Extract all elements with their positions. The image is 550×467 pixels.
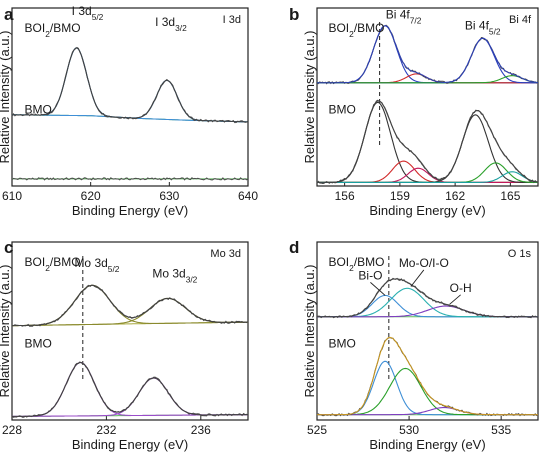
peak-label: Bi 4f5/2 xyxy=(465,18,501,36)
x-tick-label: 535 xyxy=(491,423,511,437)
fit-envelope xyxy=(317,336,538,416)
component-peak xyxy=(317,367,538,416)
spectrum-label: BOI2/BMO xyxy=(25,255,81,273)
peak-label: I 3d5/2 xyxy=(72,4,104,22)
spectrum-label: BMO xyxy=(25,337,52,351)
component-peak xyxy=(317,287,538,318)
x-tick-label: 236 xyxy=(191,423,211,437)
x-axis-label: Binding Energy (eV) xyxy=(72,437,188,452)
component-peak xyxy=(12,377,248,417)
peak-label: I 3d3/2 xyxy=(155,15,187,33)
fit-envelope xyxy=(317,25,539,84)
spectrum-label: BMO xyxy=(328,103,355,117)
plot-frame xyxy=(316,7,539,187)
peak-label: O-H xyxy=(450,281,472,295)
spectrum-label: BOI2/BMO xyxy=(25,21,81,39)
fit-envelope xyxy=(11,284,248,327)
x-tick-label: 162 xyxy=(445,189,465,203)
component-peak xyxy=(317,294,538,318)
spectrum-1: BMO xyxy=(316,336,539,417)
panel-d: d O 1s 525 530 535 Binding Energy (eV) Relativ… xyxy=(289,238,539,452)
panel-letter: d xyxy=(289,238,299,257)
plot-frame xyxy=(11,7,249,187)
peak-arrow xyxy=(410,269,425,287)
panel-letter: c xyxy=(4,238,13,257)
fit-envelope xyxy=(12,362,248,417)
spectrum-1: BMO xyxy=(11,103,249,181)
x-tick-label: 640 xyxy=(238,189,258,203)
x-tick-label: 159 xyxy=(390,189,410,203)
raw-data-curve xyxy=(11,177,249,181)
x-axis-label: Binding Energy (eV) xyxy=(72,203,188,218)
peak-label: Bi-O xyxy=(358,268,382,282)
spectrum-label: BOI2/BMO xyxy=(328,255,384,273)
element-label: Bi 4f xyxy=(509,14,532,26)
y-axis-label: Relative Intensity (a.u.) xyxy=(0,31,12,164)
y-axis-label: Relative Intensity (a.u.) xyxy=(302,31,317,164)
component-peak xyxy=(317,37,538,84)
x-tick-label: 228 xyxy=(2,423,22,437)
panel-letter: b xyxy=(289,5,299,24)
x-tick-label: 525 xyxy=(307,423,327,437)
x-tick-label: 630 xyxy=(159,189,179,203)
element-label: Mo 3d xyxy=(210,248,241,260)
raw-data-curve xyxy=(316,277,539,319)
x-axis-label: Binding Energy (eV) xyxy=(369,437,485,452)
panel-letter: a xyxy=(4,5,14,24)
element-label: O 1s xyxy=(508,248,532,260)
component-peak xyxy=(11,284,248,327)
raw-data-curve xyxy=(11,361,249,418)
fit-envelope xyxy=(317,100,539,183)
panel-a: a I 3d 610 620 630 640 Binding Energy (eV) Rela… xyxy=(0,4,258,218)
peak-label: Mo 3d5/2 xyxy=(74,256,119,274)
y-axis-label: Relative Intensity (a.u.) xyxy=(302,265,317,398)
peak-label: Mo-O/I-O xyxy=(399,256,449,270)
plot-frame xyxy=(11,241,249,421)
x-tick-label: 165 xyxy=(500,189,520,203)
spectrum-label: BMO xyxy=(328,337,355,351)
spectrum-1: BMO xyxy=(316,99,539,185)
x-axis-label: Binding Energy (eV) xyxy=(369,203,485,218)
component-peak xyxy=(317,171,539,183)
fit-envelope xyxy=(12,47,248,123)
x-tick-label: 156 xyxy=(335,189,355,203)
peak-arrow xyxy=(449,294,461,305)
plot-frame xyxy=(316,241,539,421)
spectrum-label: BMO xyxy=(25,103,52,117)
spectrum-1: BMO xyxy=(11,337,249,418)
peak-label: Bi 4f7/2 xyxy=(386,8,422,26)
component-peak xyxy=(317,114,538,183)
x-tick-label: 530 xyxy=(399,423,419,437)
y-axis-label: Relative Intensity (a.u.) xyxy=(0,265,12,398)
x-tick-label: 232 xyxy=(96,423,116,437)
fit-envelope xyxy=(317,278,538,318)
spectrum-label: BOI2/BMO xyxy=(328,21,384,39)
component-peak xyxy=(12,362,248,417)
component-peak xyxy=(317,75,539,84)
panel-b: b Bi 4f 156 159 162 165 Binding Energy (eV) Rel… xyxy=(289,5,539,218)
peak-arrow xyxy=(370,282,386,296)
x-tick-label: 610 xyxy=(2,189,22,203)
component-peak xyxy=(317,360,538,416)
element-label: I 3d xyxy=(223,14,241,26)
x-tick-label: 620 xyxy=(81,189,101,203)
peak-label: Mo 3d3/2 xyxy=(152,267,197,285)
